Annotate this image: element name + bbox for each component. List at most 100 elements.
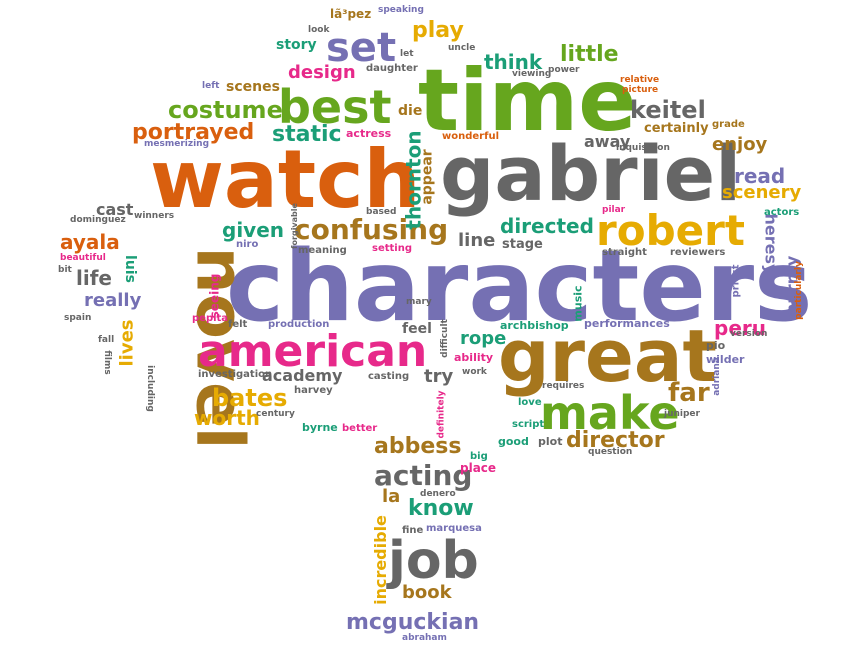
word-keitel: keitel [630, 96, 706, 124]
word-try: try [424, 366, 454, 387]
word-appear: appear [419, 149, 436, 205]
word-daughter: daughter [366, 63, 418, 74]
word-beautiful: beautiful [60, 253, 106, 263]
word-lives: lives [116, 319, 138, 367]
word-winners: winners [134, 211, 175, 221]
word-given: given [222, 218, 285, 242]
word-confusing: confusing [294, 213, 449, 246]
word-century: century [256, 409, 295, 419]
word-inquisition: inquisition [616, 143, 670, 153]
word-performances: performances [584, 317, 670, 330]
word-stage: stage [502, 237, 543, 252]
word-priest: priest [730, 264, 742, 298]
word-job: job [388, 531, 479, 591]
word-look: look [308, 25, 330, 35]
word-big: big [470, 451, 488, 462]
word-mesmerizing: mesmerizing [144, 139, 210, 149]
word-ayala: ayala [60, 230, 120, 254]
word-peru: peru [714, 316, 766, 340]
word-requires: requires [542, 381, 585, 391]
word-luis: luis [121, 255, 138, 283]
word-rope: rope [460, 328, 507, 349]
word-la: la [382, 486, 401, 507]
word-little: little [560, 42, 619, 67]
word-feel: feel [402, 321, 432, 337]
word-power: power [548, 65, 580, 75]
word-portrayed: portrayed [132, 120, 255, 145]
word-good: good [498, 435, 529, 448]
word-think: think [484, 50, 543, 74]
word-director: director [566, 428, 665, 453]
word-picture: picture [622, 85, 659, 95]
word-casting: casting [368, 371, 410, 382]
word-mcguckian: mcguckian [346, 610, 480, 635]
word-left: left [202, 81, 220, 91]
word-script: script [512, 419, 545, 430]
word-spain: spain [64, 313, 92, 323]
word-place: place [460, 461, 497, 475]
word-play: play [412, 18, 464, 43]
word-difficult: difficult [439, 319, 450, 358]
word-directed: directed [500, 214, 594, 238]
word-relative: relative [620, 75, 660, 85]
word-dominguez: dominguez [70, 215, 126, 225]
word-archbishop: archbishop [500, 319, 569, 332]
word-best: best [278, 80, 392, 134]
word-costume: costume [168, 96, 283, 124]
word-static: static [272, 122, 342, 147]
word-seeing: seeing [207, 273, 222, 319]
word-straight: straight [602, 247, 647, 258]
word-scenery: scenery [722, 182, 802, 203]
word-wilder: wilder [706, 353, 745, 366]
word-american: american [198, 326, 428, 377]
word-investigation: investigation [198, 369, 273, 380]
word-great: great [498, 314, 717, 398]
word-characters: characters [226, 230, 813, 344]
word-byrne: byrne [302, 421, 338, 434]
word-question: question [588, 447, 633, 457]
word-time: time [418, 51, 637, 151]
word-abraham: abraham [402, 633, 447, 643]
word-story: story [276, 37, 317, 53]
word-viewing: viewing [512, 69, 552, 79]
word-reviewers: reviewers [670, 247, 726, 258]
word-uncle: uncle [448, 43, 476, 53]
word-denero: denero [420, 489, 456, 499]
word-based: based [366, 207, 397, 217]
word-production: production [268, 319, 330, 330]
word-know: know [408, 496, 474, 521]
word-abbess: abbess [374, 434, 462, 459]
word-including: including [144, 365, 155, 412]
word-niro: niro [236, 239, 259, 250]
word-juniper: juniper [664, 409, 700, 419]
word-grade: grade [712, 119, 745, 130]
word-fine: fine [402, 525, 424, 536]
word-enjoy: enjoy [712, 134, 768, 155]
word-pio: pio [706, 339, 726, 352]
word-acting: acting [374, 459, 473, 492]
word-academy: academy [262, 366, 343, 385]
word-ability: ability [454, 351, 494, 364]
word-marquesa: marquesa [426, 523, 482, 534]
word-watch: watch [150, 133, 421, 226]
word-fall: fall [98, 335, 115, 345]
word-worth: worth [194, 406, 260, 430]
word-pilar: pilar [602, 205, 626, 215]
word-felt: felt [228, 319, 248, 330]
word-robert: robert [596, 206, 745, 255]
word-music: music [571, 285, 585, 322]
word-lopez: lã³pez [330, 7, 372, 21]
word-mary: mary [406, 297, 432, 307]
word-line: line [458, 230, 496, 251]
word-away: away [584, 132, 631, 151]
word-life: life [76, 266, 112, 290]
word-design: design [288, 62, 356, 83]
word-setting: setting [372, 243, 412, 254]
word-particularly: particularly [793, 261, 804, 320]
word-bit: bit [58, 265, 72, 275]
word-set: set [326, 25, 397, 71]
word-read: read [734, 164, 786, 188]
word-meaning: meaning [298, 245, 347, 256]
word-forgivable: forgivable [289, 203, 299, 249]
